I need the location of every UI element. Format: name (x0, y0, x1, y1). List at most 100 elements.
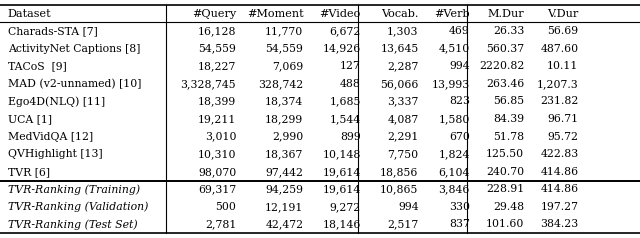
Text: 3,010: 3,010 (205, 132, 236, 142)
Text: Ego4D(NLQ) [11]: Ego4D(NLQ) [11] (8, 96, 105, 107)
Text: 823: 823 (449, 96, 470, 106)
Text: 16,128: 16,128 (198, 26, 236, 36)
Text: 10,148: 10,148 (323, 149, 361, 159)
Text: 18,374: 18,374 (265, 96, 303, 106)
Text: TVR-Ranking (Validation): TVR-Ranking (Validation) (8, 202, 148, 212)
Text: 10,310: 10,310 (198, 149, 236, 159)
Text: 96.71: 96.71 (547, 114, 579, 124)
Text: 994: 994 (449, 61, 470, 71)
Text: 670: 670 (449, 132, 470, 142)
Text: 94,259: 94,259 (266, 184, 303, 194)
Text: UCA [1]: UCA [1] (8, 114, 52, 124)
Text: 3,846: 3,846 (438, 184, 470, 194)
Text: 1,207.3: 1,207.3 (537, 79, 579, 89)
Text: 1,544: 1,544 (330, 114, 361, 124)
Text: 19,614: 19,614 (323, 167, 361, 177)
Text: 422.83: 422.83 (540, 149, 579, 159)
Text: 2,990: 2,990 (272, 132, 303, 142)
Text: 1,685: 1,685 (330, 96, 361, 106)
Text: 994: 994 (398, 202, 419, 212)
Text: 18,299: 18,299 (265, 114, 303, 124)
Text: 127: 127 (340, 61, 361, 71)
Text: 14,926: 14,926 (323, 44, 361, 54)
Text: 56.69: 56.69 (547, 26, 579, 36)
Text: 69,317: 69,317 (198, 184, 236, 194)
Text: 228.91: 228.91 (486, 184, 524, 194)
Text: 26.33: 26.33 (493, 26, 524, 36)
Text: TVR [6]: TVR [6] (8, 167, 50, 177)
Text: 231.82: 231.82 (540, 96, 579, 106)
Text: 1,580: 1,580 (438, 114, 470, 124)
Text: 13,645: 13,645 (380, 44, 419, 54)
Text: Charads-STA [7]: Charads-STA [7] (8, 26, 97, 36)
Text: MedVidQA [12]: MedVidQA [12] (8, 132, 93, 142)
Text: 330: 330 (449, 202, 470, 212)
Text: 414.86: 414.86 (540, 184, 579, 194)
Text: MAD (v2-unnamed) [10]: MAD (v2-unnamed) [10] (8, 79, 141, 89)
Text: TVR-Ranking (Training): TVR-Ranking (Training) (8, 184, 140, 195)
Text: 487.60: 487.60 (540, 44, 579, 54)
Text: 13,993: 13,993 (431, 79, 470, 89)
Text: 54,559: 54,559 (266, 44, 303, 54)
Text: 84.39: 84.39 (493, 114, 524, 124)
Text: 7,750: 7,750 (387, 149, 419, 159)
Text: 18,367: 18,367 (265, 149, 303, 159)
Text: 3,337: 3,337 (387, 96, 419, 106)
Text: Vocab.: Vocab. (381, 9, 419, 19)
Text: 2,517: 2,517 (387, 219, 419, 229)
Text: 899: 899 (340, 132, 361, 142)
Text: 10,865: 10,865 (380, 184, 419, 194)
Text: 56.85: 56.85 (493, 96, 524, 106)
Text: 9,272: 9,272 (330, 202, 361, 212)
Text: 2,287: 2,287 (387, 61, 419, 71)
Text: 500: 500 (215, 202, 236, 212)
Text: 384.23: 384.23 (540, 219, 579, 229)
Text: #Video: #Video (319, 9, 361, 19)
Text: 125.50: 125.50 (486, 149, 524, 159)
Text: 1,824: 1,824 (438, 149, 470, 159)
Text: 19,211: 19,211 (198, 114, 236, 124)
Text: TACoS  [9]: TACoS [9] (8, 61, 67, 71)
Text: 3,328,745: 3,328,745 (180, 79, 236, 89)
Text: 18,227: 18,227 (198, 61, 236, 71)
Text: 197.27: 197.27 (541, 202, 579, 212)
Text: 240.70: 240.70 (486, 167, 524, 177)
Text: QVHighlight [13]: QVHighlight [13] (8, 149, 102, 159)
Text: 56,066: 56,066 (380, 79, 419, 89)
Text: 328,742: 328,742 (258, 79, 303, 89)
Text: 18,146: 18,146 (323, 219, 361, 229)
Text: 263.46: 263.46 (486, 79, 524, 89)
Text: #Verb: #Verb (434, 9, 470, 19)
Text: 10.11: 10.11 (547, 61, 579, 71)
Text: 98,070: 98,070 (198, 167, 236, 177)
Text: 4,510: 4,510 (438, 44, 470, 54)
Text: 6,104: 6,104 (438, 167, 470, 177)
Text: 18,399: 18,399 (198, 96, 236, 106)
Text: 488: 488 (340, 79, 361, 89)
Text: V.Dur: V.Dur (547, 9, 579, 19)
Text: 2,291: 2,291 (387, 132, 419, 142)
Text: 18,856: 18,856 (380, 167, 419, 177)
Text: #Moment: #Moment (247, 9, 303, 19)
Text: 414.86: 414.86 (540, 167, 579, 177)
Text: #Query: #Query (192, 9, 236, 19)
Text: 1,303: 1,303 (387, 26, 419, 36)
Text: 4,087: 4,087 (387, 114, 419, 124)
Text: 2,781: 2,781 (205, 219, 236, 229)
Text: 7,069: 7,069 (272, 61, 303, 71)
Text: TVR-Ranking (Test Set): TVR-Ranking (Test Set) (8, 219, 138, 230)
Text: 2220.82: 2220.82 (479, 61, 524, 71)
Text: 51.78: 51.78 (493, 132, 524, 142)
Text: 54,559: 54,559 (198, 44, 236, 54)
Text: 12,191: 12,191 (265, 202, 303, 212)
Text: 95.72: 95.72 (548, 132, 579, 142)
Text: 837: 837 (449, 219, 470, 229)
Text: ActivityNet Captions [8]: ActivityNet Captions [8] (8, 44, 140, 54)
Text: Dataset: Dataset (8, 9, 51, 19)
Text: M.Dur: M.Dur (488, 9, 524, 19)
Text: 6,672: 6,672 (330, 26, 361, 36)
Text: 42,472: 42,472 (265, 219, 303, 229)
Text: 101.60: 101.60 (486, 219, 524, 229)
Text: 29.48: 29.48 (493, 202, 524, 212)
Text: 97,442: 97,442 (266, 167, 303, 177)
